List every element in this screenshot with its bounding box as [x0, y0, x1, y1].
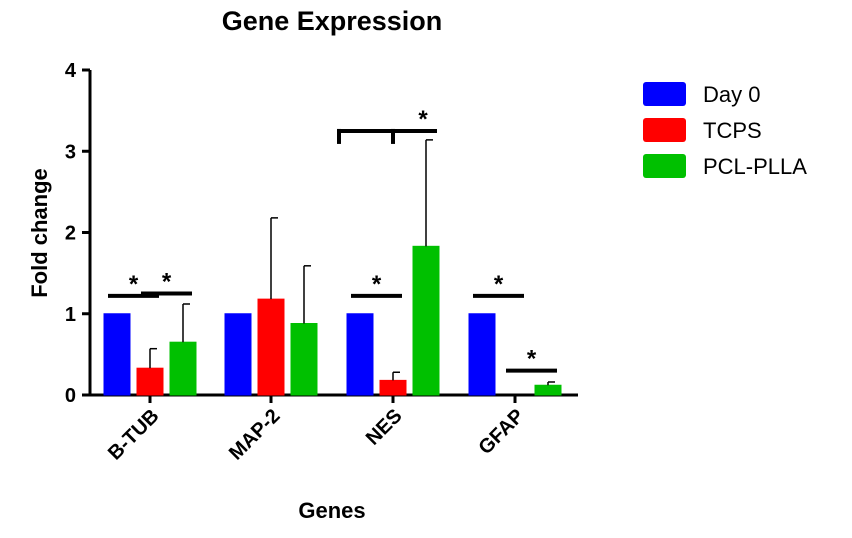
bar-pcl-plla: [169, 341, 197, 396]
x-tick-label: NES: [362, 405, 407, 450]
significance-star: *: [527, 346, 537, 373]
legend-swatch: [643, 118, 686, 142]
significance-star: *: [162, 268, 172, 295]
bar-tcps: [257, 298, 285, 396]
legend-swatch: [643, 82, 686, 106]
bar-tcps: [136, 367, 164, 396]
x-tick-label: MAP-2: [225, 405, 285, 465]
y-tick-label: 2: [65, 223, 76, 245]
significance-star: *: [418, 106, 428, 133]
x-axis-title: Genes: [298, 498, 365, 523]
y-tick-label: 4: [65, 60, 77, 82]
significance-star: *: [129, 271, 139, 298]
legend: Day 0 TCPS PCL-PLLA: [643, 82, 807, 179]
significance-star: *: [494, 271, 504, 298]
bar-pcl-plla: [534, 384, 562, 396]
bar-pcl-plla: [412, 245, 440, 396]
chart-title: Gene Expression: [222, 6, 443, 36]
x-tick-label: GFAP: [474, 405, 528, 459]
legend-label: PCL-PLLA: [703, 154, 807, 179]
bar-pcl-plla: [290, 323, 318, 396]
y-tick-label: 3: [65, 141, 76, 163]
x-tick-label: B-TUB: [104, 405, 164, 465]
bar-day-0: [224, 313, 252, 396]
legend-label: TCPS: [703, 118, 762, 143]
y-tick-label: 0: [65, 385, 76, 407]
y-tick-label: 1: [65, 304, 76, 326]
bar-day-0: [468, 313, 496, 396]
bar-day-0: [346, 313, 374, 396]
plot-area: 0 1 2 3 4 B-TUB MAP-2 NES GFAP * * * * * *: [65, 60, 578, 465]
bar-day-0: [103, 313, 131, 396]
bar-tcps: [379, 379, 407, 396]
significance-star: *: [372, 271, 382, 298]
legend-swatch: [643, 154, 686, 178]
y-axis-title: Fold change: [27, 168, 52, 298]
legend-label: Day 0: [703, 82, 760, 107]
